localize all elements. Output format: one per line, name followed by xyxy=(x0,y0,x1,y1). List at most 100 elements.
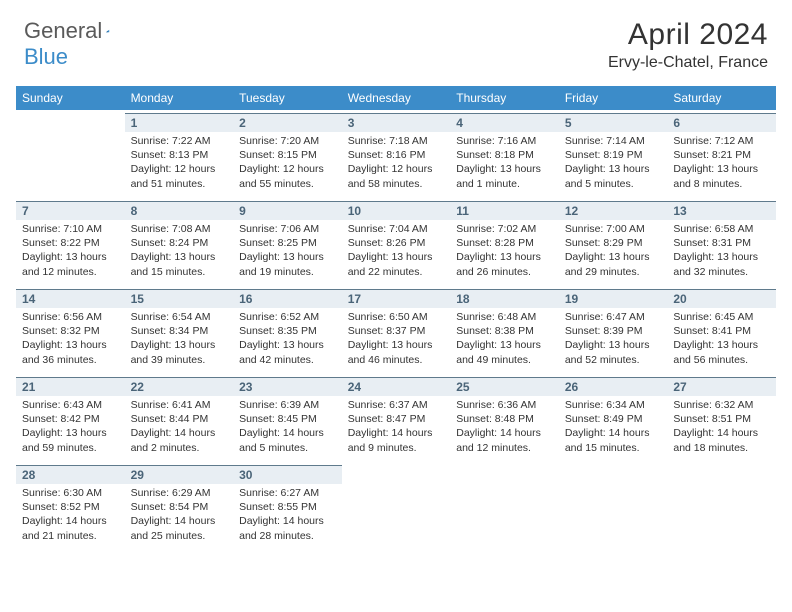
calendar-cell: 15Sunrise: 6:54 AMSunset: 8:34 PMDayligh… xyxy=(125,286,234,374)
day-number: 9 xyxy=(233,201,342,220)
sunset-line: Sunset: 8:49 PM xyxy=(565,412,662,426)
calendar-cell: 22Sunrise: 6:41 AMSunset: 8:44 PMDayligh… xyxy=(125,374,234,462)
calendar-body: 1Sunrise: 7:22 AMSunset: 8:13 PMDaylight… xyxy=(16,110,776,550)
sunset-line: Sunset: 8:52 PM xyxy=(22,500,119,514)
sunrise-line: Sunrise: 7:10 AM xyxy=(22,222,119,236)
dl2-line: and 28 minutes. xyxy=(239,529,336,543)
dl2-line: and 36 minutes. xyxy=(22,353,119,367)
calendar-cell: 11Sunrise: 7:02 AMSunset: 8:28 PMDayligh… xyxy=(450,198,559,286)
dl1-line: Daylight: 14 hours xyxy=(131,426,228,440)
sunset-line: Sunset: 8:51 PM xyxy=(673,412,770,426)
dl1-line: Daylight: 13 hours xyxy=(239,338,336,352)
sunset-line: Sunset: 8:47 PM xyxy=(348,412,445,426)
day-number: 26 xyxy=(559,377,668,396)
dl1-line: Daylight: 13 hours xyxy=(239,250,336,264)
calendar-cell: 18Sunrise: 6:48 AMSunset: 8:38 PMDayligh… xyxy=(450,286,559,374)
dl1-line: Daylight: 14 hours xyxy=(22,514,119,528)
dl1-line: Daylight: 13 hours xyxy=(22,338,119,352)
sunrise-line: Sunrise: 6:43 AM xyxy=(22,398,119,412)
day-number: 30 xyxy=(233,465,342,484)
day-number: 15 xyxy=(125,289,234,308)
sunrise-line: Sunrise: 6:29 AM xyxy=(131,486,228,500)
calendar-cell: 17Sunrise: 6:50 AMSunset: 8:37 PMDayligh… xyxy=(342,286,451,374)
logo-word-1: General xyxy=(24,18,102,44)
day-number: 18 xyxy=(450,289,559,308)
calendar-cell: 14Sunrise: 6:56 AMSunset: 8:32 PMDayligh… xyxy=(16,286,125,374)
dl1-line: Daylight: 13 hours xyxy=(673,250,770,264)
calendar-cell: 4Sunrise: 7:16 AMSunset: 8:18 PMDaylight… xyxy=(450,110,559,198)
calendar-cell: 16Sunrise: 6:52 AMSunset: 8:35 PMDayligh… xyxy=(233,286,342,374)
sunrise-line: Sunrise: 6:47 AM xyxy=(565,310,662,324)
calendar-cell xyxy=(667,462,776,550)
weekday-header: Thursday xyxy=(450,86,559,110)
dl2-line: and 15 minutes. xyxy=(131,265,228,279)
calendar-cell: 13Sunrise: 6:58 AMSunset: 8:31 PMDayligh… xyxy=(667,198,776,286)
dl2-line: and 51 minutes. xyxy=(131,177,228,191)
dl1-line: Daylight: 13 hours xyxy=(131,250,228,264)
dl2-line: and 19 minutes. xyxy=(239,265,336,279)
calendar-cell: 6Sunrise: 7:12 AMSunset: 8:21 PMDaylight… xyxy=(667,110,776,198)
day-number: 24 xyxy=(342,377,451,396)
sunset-line: Sunset: 8:42 PM xyxy=(22,412,119,426)
month-title: April 2024 xyxy=(608,18,768,52)
sunrise-line: Sunrise: 6:27 AM xyxy=(239,486,336,500)
sunrise-line: Sunrise: 7:06 AM xyxy=(239,222,336,236)
sunrise-line: Sunrise: 6:39 AM xyxy=(239,398,336,412)
day-number: 17 xyxy=(342,289,451,308)
sunrise-line: Sunrise: 6:34 AM xyxy=(565,398,662,412)
dl1-line: Daylight: 12 hours xyxy=(348,162,445,176)
sunrise-line: Sunrise: 6:48 AM xyxy=(456,310,553,324)
sunrise-line: Sunrise: 7:02 AM xyxy=(456,222,553,236)
dl2-line: and 59 minutes. xyxy=(22,441,119,455)
calendar-cell: 20Sunrise: 6:45 AMSunset: 8:41 PMDayligh… xyxy=(667,286,776,374)
dl2-line: and 49 minutes. xyxy=(456,353,553,367)
calendar-cell: 9Sunrise: 7:06 AMSunset: 8:25 PMDaylight… xyxy=(233,198,342,286)
sunrise-line: Sunrise: 7:22 AM xyxy=(131,134,228,148)
sunrise-line: Sunrise: 6:54 AM xyxy=(131,310,228,324)
dl1-line: Daylight: 13 hours xyxy=(22,250,119,264)
weekday-header: Friday xyxy=(559,86,668,110)
dl1-line: Daylight: 13 hours xyxy=(348,250,445,264)
day-number: 16 xyxy=(233,289,342,308)
title-block: April 2024 Ervy-le-Chatel, France xyxy=(608,18,768,72)
calendar-cell: 24Sunrise: 6:37 AMSunset: 8:47 PMDayligh… xyxy=(342,374,451,462)
sunset-line: Sunset: 8:15 PM xyxy=(239,148,336,162)
day-number: 5 xyxy=(559,113,668,132)
sunrise-line: Sunrise: 7:12 AM xyxy=(673,134,770,148)
dl2-line: and 12 minutes. xyxy=(22,265,119,279)
day-number: 14 xyxy=(16,289,125,308)
dl2-line: and 21 minutes. xyxy=(22,529,119,543)
day-number: 4 xyxy=(450,113,559,132)
calendar-cell: 29Sunrise: 6:29 AMSunset: 8:54 PMDayligh… xyxy=(125,462,234,550)
calendar-cell: 8Sunrise: 7:08 AMSunset: 8:24 PMDaylight… xyxy=(125,198,234,286)
calendar-cell: 25Sunrise: 6:36 AMSunset: 8:48 PMDayligh… xyxy=(450,374,559,462)
dl1-line: Daylight: 12 hours xyxy=(131,162,228,176)
sunset-line: Sunset: 8:19 PM xyxy=(565,148,662,162)
weekday-header: Saturday xyxy=(667,86,776,110)
dl1-line: Daylight: 14 hours xyxy=(239,514,336,528)
sunset-line: Sunset: 8:28 PM xyxy=(456,236,553,250)
day-number: 8 xyxy=(125,201,234,220)
logo-word-2: Blue xyxy=(24,44,68,69)
dl1-line: Daylight: 13 hours xyxy=(673,162,770,176)
dl2-line: and 32 minutes. xyxy=(673,265,770,279)
sunset-line: Sunset: 8:32 PM xyxy=(22,324,119,338)
day-number: 1 xyxy=(125,113,234,132)
logo: General xyxy=(24,18,128,44)
sunrise-line: Sunrise: 6:50 AM xyxy=(348,310,445,324)
calendar-cell: 1Sunrise: 7:22 AMSunset: 8:13 PMDaylight… xyxy=(125,110,234,198)
calendar-cell: 2Sunrise: 7:20 AMSunset: 8:15 PMDaylight… xyxy=(233,110,342,198)
dl1-line: Daylight: 14 hours xyxy=(239,426,336,440)
dl1-line: Daylight: 13 hours xyxy=(565,250,662,264)
sunrise-line: Sunrise: 7:16 AM xyxy=(456,134,553,148)
sunset-line: Sunset: 8:26 PM xyxy=(348,236,445,250)
calendar-cell xyxy=(450,462,559,550)
sunset-line: Sunset: 8:16 PM xyxy=(348,148,445,162)
sunrise-line: Sunrise: 6:45 AM xyxy=(673,310,770,324)
sunset-line: Sunset: 8:39 PM xyxy=(565,324,662,338)
calendar-cell: 28Sunrise: 6:30 AMSunset: 8:52 PMDayligh… xyxy=(16,462,125,550)
sunset-line: Sunset: 8:21 PM xyxy=(673,148,770,162)
dl2-line: and 15 minutes. xyxy=(565,441,662,455)
calendar-cell: 21Sunrise: 6:43 AMSunset: 8:42 PMDayligh… xyxy=(16,374,125,462)
sunrise-line: Sunrise: 6:58 AM xyxy=(673,222,770,236)
